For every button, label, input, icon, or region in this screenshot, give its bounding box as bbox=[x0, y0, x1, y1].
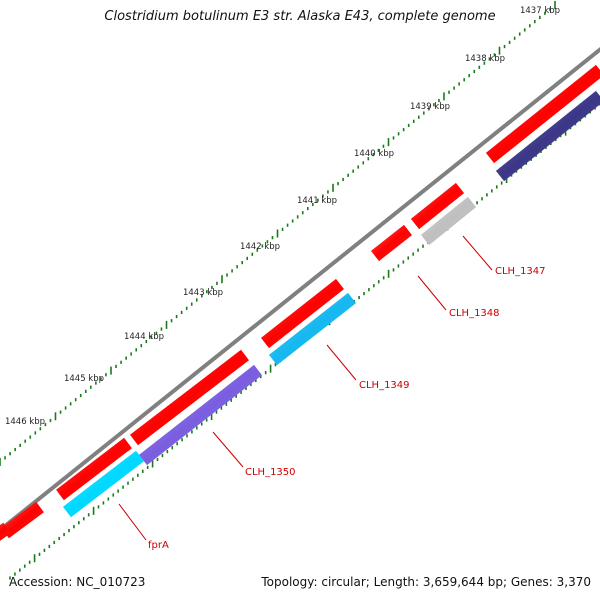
kbp-label: 1442 kbp bbox=[240, 242, 280, 252]
gene-feature bbox=[495, 90, 600, 182]
gene-features bbox=[0, 64, 600, 541]
kbp-label: 1446 kbp bbox=[5, 417, 45, 427]
svg-text:CLH_1348: CLH_1348 bbox=[449, 308, 500, 319]
gene-feature bbox=[0, 522, 11, 541]
gene-clh_1348 bbox=[371, 224, 412, 262]
gene-clh_1349 bbox=[269, 292, 356, 366]
gene-label-clh_1349: CLH_1349 bbox=[326, 344, 410, 391]
kbp-label: 1438 kbp bbox=[465, 54, 505, 64]
gene-label-fpra: fprA bbox=[118, 503, 169, 551]
gene-feature bbox=[56, 437, 132, 501]
gene-feature bbox=[130, 349, 249, 446]
kbp-labels: 1437 kbp 1438 kbp 1439 kbp 1440 kbp 1441 kbp… bbox=[5, 6, 560, 427]
genome-summary: Topology: circular; Length: 3,659,644 bp… bbox=[261, 575, 591, 589]
kbp-label: 1440 kbp bbox=[354, 149, 394, 159]
genome-backbone bbox=[0, 47, 600, 533]
gene-label-clh_1350: CLH_1350 bbox=[212, 431, 296, 478]
gene-labels: CLH_1347 CLH_1348 CLH_1349 CLH_1350 fprA bbox=[118, 235, 546, 551]
svg-text:fprA: fprA bbox=[148, 540, 169, 551]
kbp-label: 1444 kbp bbox=[124, 332, 164, 342]
gene-feature bbox=[261, 278, 344, 349]
kbp-label: 1441 kbp bbox=[297, 196, 337, 206]
accession-text: Accession: NC_010723 bbox=[9, 575, 146, 589]
kbp-label: 1445 kbp bbox=[64, 374, 104, 384]
gene-clh_1350 bbox=[139, 364, 262, 466]
gene-feature bbox=[410, 182, 465, 230]
svg-text:CLH_1349: CLH_1349 bbox=[359, 380, 410, 391]
gene-label-clh_1348: CLH_1348 bbox=[417, 275, 500, 319]
svg-text:CLH_1350: CLH_1350 bbox=[245, 467, 296, 478]
gene-feature bbox=[1, 501, 44, 539]
gene-clh_1347 bbox=[420, 196, 477, 246]
gene-label-clh_1347: CLH_1347 bbox=[462, 235, 546, 277]
genome-title: Clostridium botulinum E3 str. Alaska E43… bbox=[104, 9, 496, 24]
gene-fpra bbox=[63, 450, 144, 518]
kbp-label: 1437 kbp bbox=[520, 6, 560, 16]
kbp-label: 1443 kbp bbox=[183, 288, 223, 298]
svg-text:CLH_1347: CLH_1347 bbox=[495, 266, 546, 277]
kbp-label: 1439 kbp bbox=[410, 102, 450, 112]
gene-feature bbox=[485, 64, 600, 164]
